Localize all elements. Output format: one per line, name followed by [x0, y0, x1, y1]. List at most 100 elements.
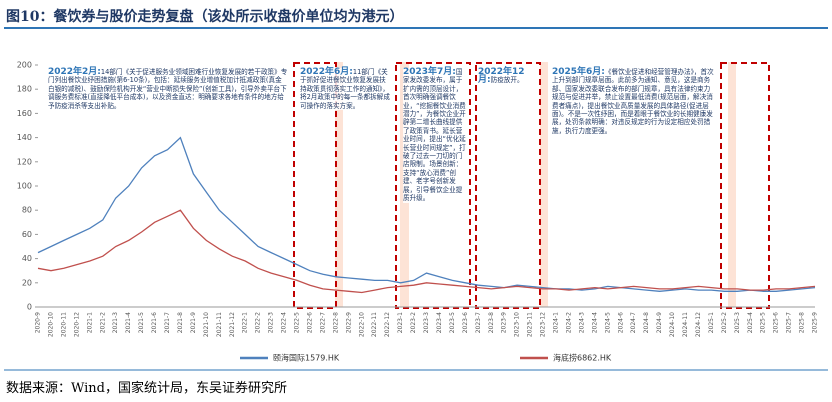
x-tick-label: 2023-10 [514, 312, 521, 337]
x-tick-label: 2025-3 [734, 312, 741, 333]
x-tick-label: 2024-5 [604, 312, 611, 333]
y-tick-label: 100 [17, 182, 32, 191]
x-tick-label: 2025-6 [773, 312, 780, 333]
x-tick-label: 2022-7 [319, 312, 326, 333]
x-tick-label: 2025-7 [786, 312, 793, 333]
x-tick-label: 2020-11 [60, 312, 67, 337]
annotation: 2025年6月:《餐饮业促进和经营管理办法》，首次上升到部门规章层面。此前多为通… [552, 67, 716, 136]
band [540, 62, 548, 307]
band [728, 62, 736, 307]
x-tick-label: 2024-4 [591, 312, 598, 333]
x-tick-label: 2021-8 [177, 312, 184, 333]
x-tick-label: 2024-8 [643, 312, 650, 333]
annotation: 2022年2月:14部门《关于促进服务业领域困难行业恢复发展的若干政策》专门列出… [48, 67, 288, 111]
x-tick-label: 2022-10 [358, 312, 365, 337]
event-box [720, 62, 770, 309]
legend-label: 海底捞6862.HK [553, 353, 612, 363]
x-tick-label: 2024-11 [682, 312, 689, 337]
x-tick-label: 2025-9 [812, 312, 819, 333]
y-tick-label: 60 [22, 230, 32, 239]
y-tick-label: 160 [17, 109, 32, 118]
x-tick-label: 2024-2 [565, 312, 572, 333]
series-line [37, 136, 816, 292]
annotation-date: 2025年6月: [552, 67, 605, 77]
x-tick-label: 2021-11 [216, 312, 223, 337]
x-tick-label: 2024-10 [669, 312, 676, 337]
y-tick-label: 120 [17, 157, 32, 166]
annotation-text: 14部门《关于促进服务业领域困难行业恢复发展的若干政策》专门列出餐饮业纾困措施(… [48, 68, 288, 110]
x-tick-label: 2025-8 [799, 312, 806, 333]
x-tick-label: 2025-4 [747, 312, 754, 333]
x-tick-label: 2025-1 [708, 312, 715, 333]
x-tick-label: 2023-4 [436, 312, 443, 333]
band [335, 62, 343, 307]
y-tick-label: 180 [17, 85, 32, 94]
x-tick-label: 2022-1 [242, 312, 249, 333]
event-box [293, 62, 337, 309]
x-tick-label: 2024-6 [617, 312, 624, 333]
x-tick-label: 2024-12 [695, 312, 702, 337]
x-tick-label: 2022-5 [294, 312, 301, 333]
x-tick-label: 2020-12 [73, 312, 80, 337]
x-tick-label: 2022-6 [306, 312, 313, 333]
y-tick-label: 140 [17, 133, 32, 142]
x-tick-label: 2024-9 [656, 312, 663, 333]
x-tick-label: 2021-9 [190, 312, 197, 333]
annotation-text: 国家发改委发布，属于扩内需的顶层设计，首次明确强调餐饮业，“挖掘餐饮业消费潜力”… [403, 68, 466, 203]
annotation-text: 11部门《关于抓好促进餐饮业恢复发展扶持政策贯彻落实工作的通知》，将2月政策中的… [300, 68, 390, 110]
x-tick-label: 2021-6 [151, 312, 158, 333]
x-tick-label: 2023-6 [462, 312, 469, 333]
x-tick-label: 2024-1 [553, 312, 560, 333]
x-tick-label: 2021-1 [86, 312, 93, 333]
x-tick-label: 2023-12 [540, 312, 547, 337]
annotation: 2023年7月:国家发改委发布，属于扩内需的顶层设计，首次明确强调餐饮业，“挖掘… [403, 68, 467, 203]
x-tick-label: 2021-3 [112, 312, 119, 333]
legend-label: 颐海国际1579.HK [273, 353, 340, 363]
x-tick-label: 2022-12 [384, 312, 391, 337]
annotation-date: 2022年2月: [48, 67, 101, 77]
annotation-date: 2022年6月: [300, 67, 353, 77]
event-box [395, 62, 471, 309]
event-boxes [293, 62, 770, 309]
annotation: 2022年6月:11部门《关于抓好促进餐饮业恢复发展扶持政策贯彻落实工作的通知》… [300, 67, 392, 111]
x-tick-label: 2021-7 [164, 312, 171, 333]
x-tick-label: 2021-2 [99, 312, 106, 333]
x-tick-label: 2022-8 [332, 312, 339, 333]
x-tick-label: 2020-10 [47, 312, 54, 337]
x-tick-label: 2024-7 [630, 312, 637, 333]
x-tick-label: 2020-9 [35, 312, 42, 333]
x-tick-label: 2022-9 [345, 312, 352, 333]
x-tick-label: 2022-2 [255, 312, 262, 333]
x-tick-label: 2023-11 [527, 312, 534, 337]
x-tick-label: 2025-5 [760, 312, 767, 333]
y-tick-label: 80 [22, 206, 32, 215]
event-box [475, 62, 541, 309]
x-tick-label: 2022-4 [281, 312, 288, 333]
annotation-date: 2022年12月: [478, 67, 525, 86]
x-tick-label: 2022-3 [268, 312, 275, 333]
y-tick-label: 40 [22, 254, 32, 263]
source-note: 数据来源：Wind，国家统计局，东吴证券研究所 [6, 381, 287, 396]
series-line [37, 209, 816, 294]
x-tick-label: 2021-12 [229, 312, 236, 337]
x-tick-label: 2023-3 [423, 312, 430, 333]
y-tick-label: 20 [22, 278, 32, 287]
x-tick-label: 2023-7 [475, 312, 482, 333]
x-tick-label: 2023-2 [410, 312, 417, 333]
annotation: 2022年12月:防疫放开。 [478, 67, 536, 86]
x-tick-label: 2021-5 [138, 312, 145, 333]
x-tick-label: 2022-11 [371, 312, 378, 337]
annotation-text: 防疫放开。 [490, 76, 524, 85]
x-tick-label: 2024-3 [578, 312, 585, 333]
y-tick-label: 200 [17, 61, 32, 70]
annotation-text: 《餐饮业促进和经营管理办法》，首次上升到部门规章层面。此前多为通知、意见，这是商… [552, 68, 714, 135]
x-tick-label: 2025-2 [721, 312, 728, 333]
x-tick-label: 2023-8 [488, 312, 495, 333]
x-tick-label: 2021-4 [125, 312, 132, 333]
chart-title: 图10：餐饮券与股价走势复盘（该处所示收盘价单位均为港元） [6, 9, 404, 25]
x-tick-label: 2023-1 [397, 312, 404, 333]
x-tick-label: 2021-10 [203, 312, 210, 337]
x-tick-label: 2023-5 [449, 312, 456, 333]
x-tick-label: 2023-9 [501, 312, 508, 333]
